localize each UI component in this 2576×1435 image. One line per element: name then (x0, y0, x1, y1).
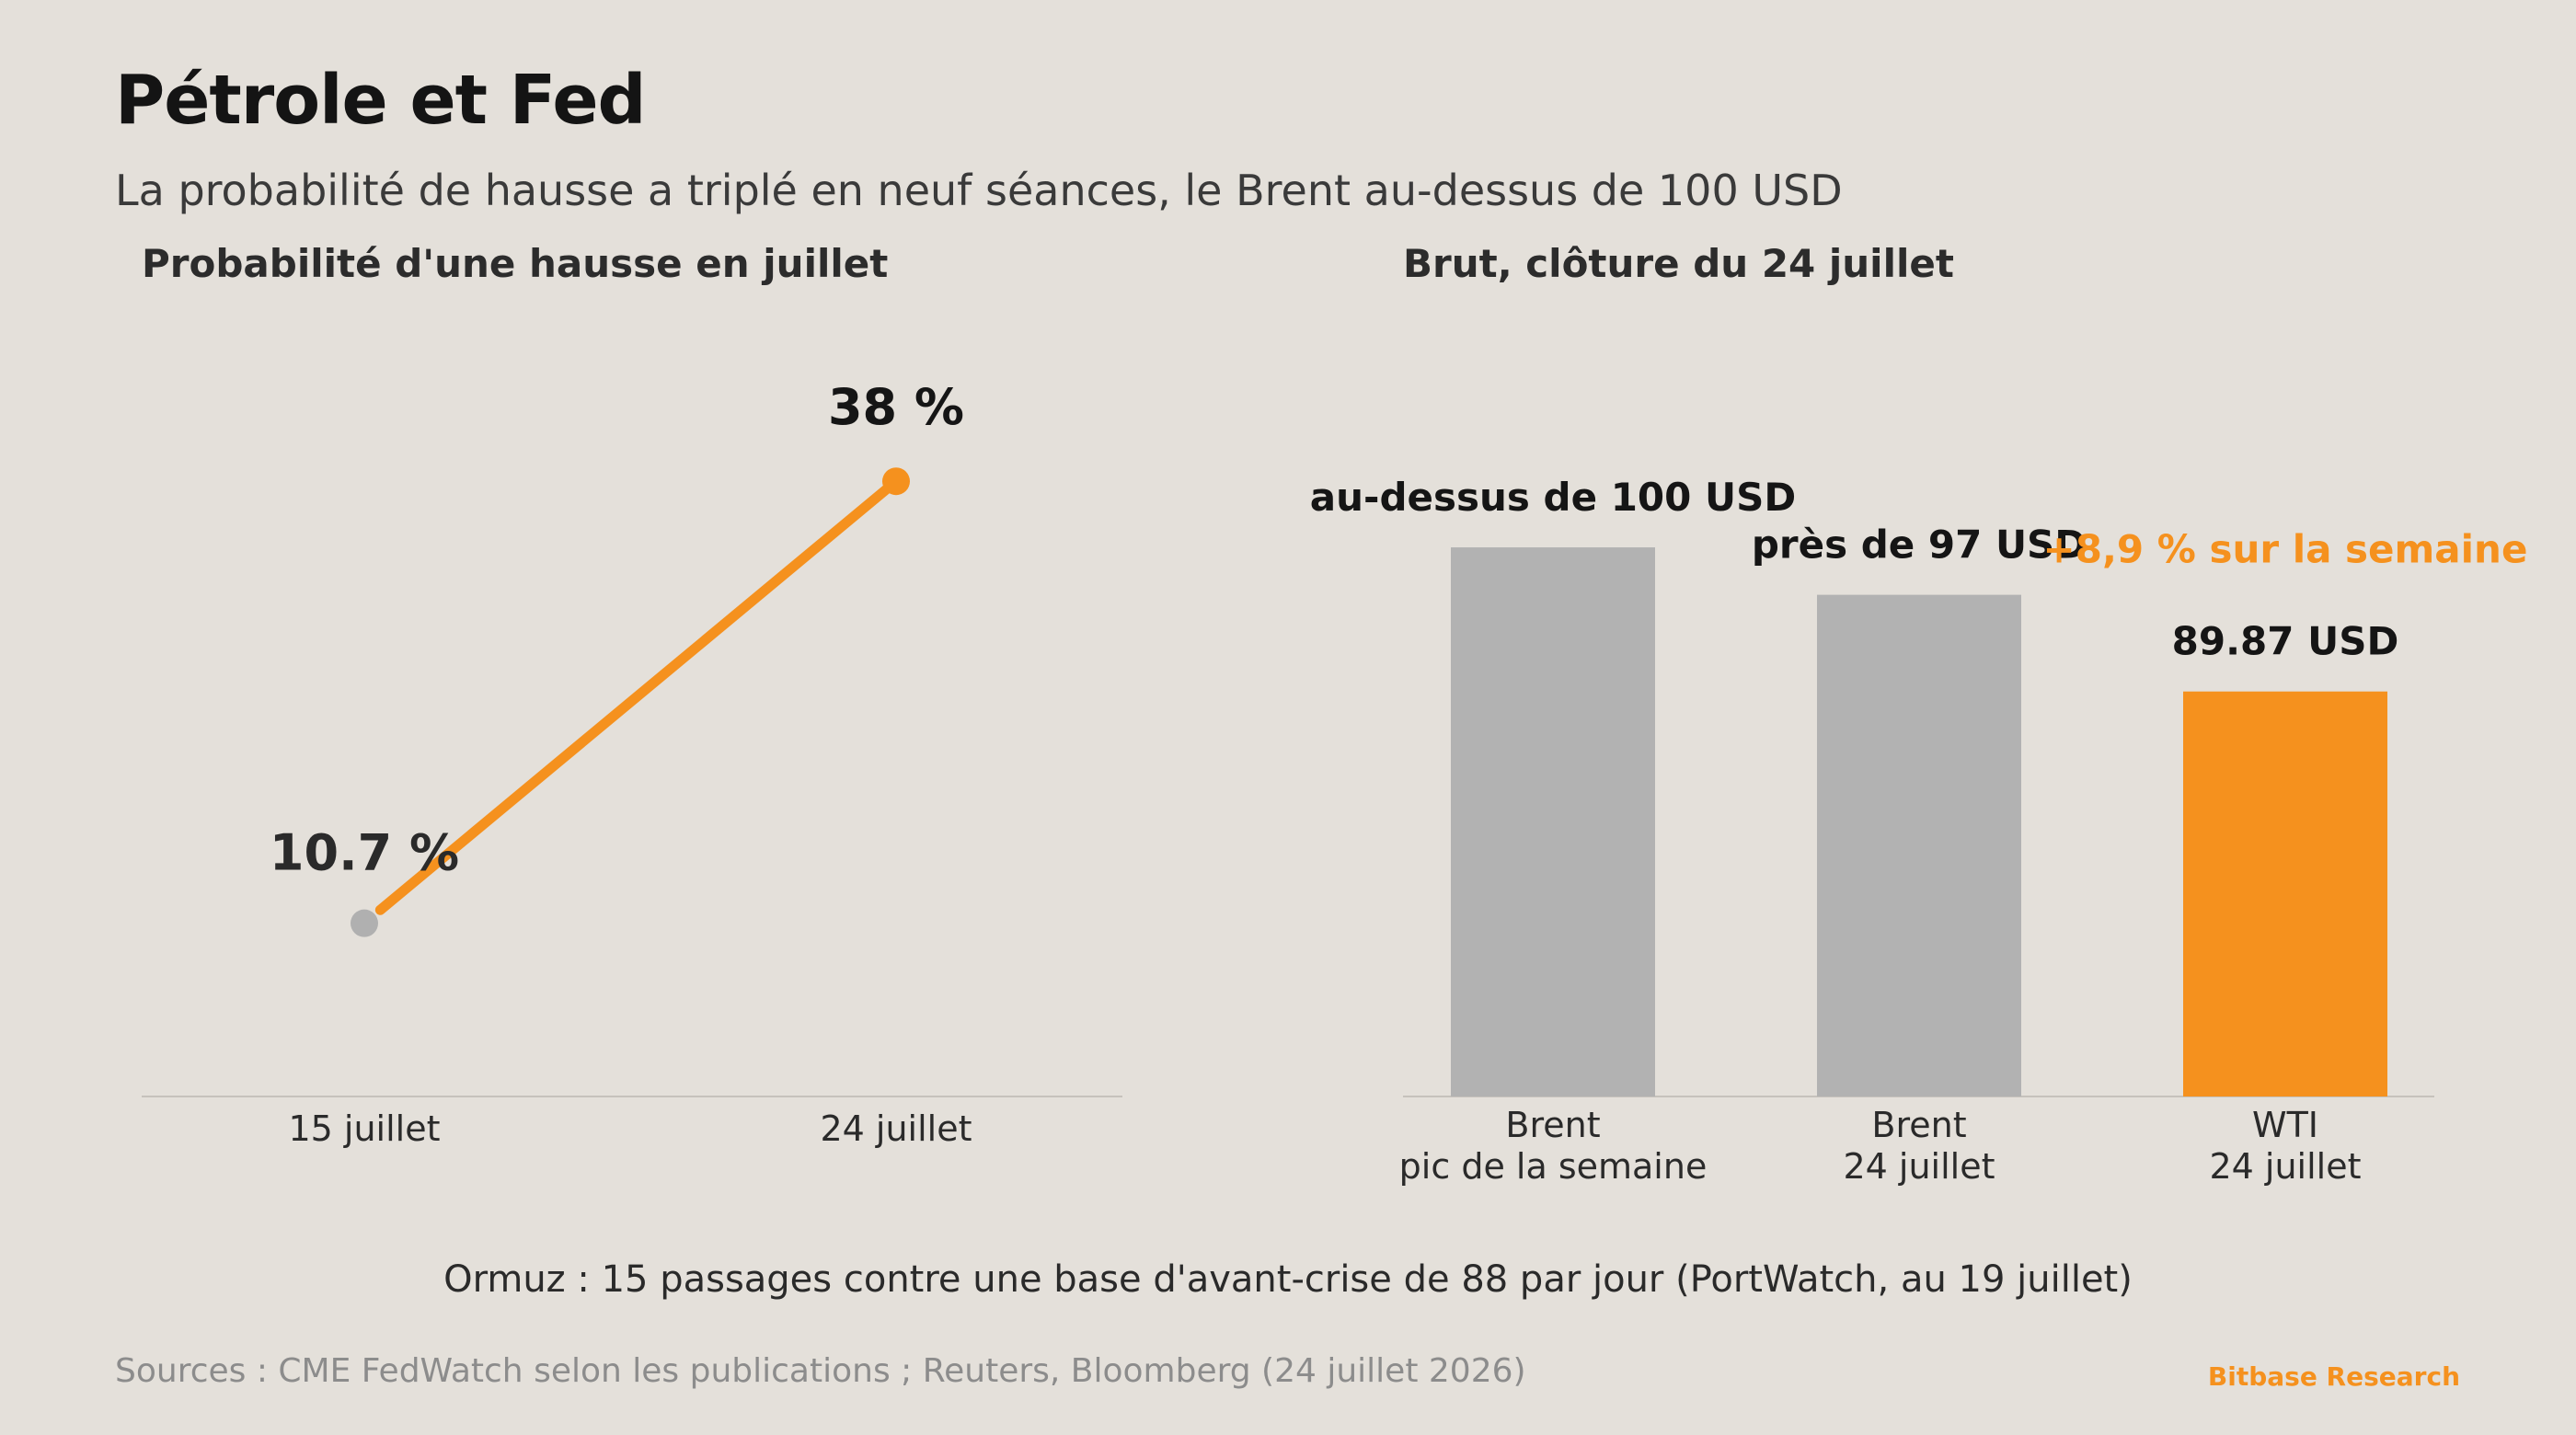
bar-category-line: pic de la semaine (1399, 1146, 1708, 1187)
bar-category-line: WTI (2252, 1105, 2318, 1145)
bar-category-line: 24 juillet (1843, 1146, 1995, 1187)
data-point-15-juillet (351, 909, 378, 937)
sources-text: Sources : CME FedWatch selon les publica… (115, 1352, 1526, 1390)
bar-category-line: 24 juillet (2209, 1146, 2361, 1187)
bar-category-line: Brent (1505, 1105, 1600, 1145)
bar-category-label: Brent pic de la semaine (1399, 1105, 1708, 1187)
brand-label: Bitbase Research (2207, 1361, 2460, 1392)
x-tick-label: 24 juillet (820, 1108, 972, 1149)
hormuz-note: Ormuz : 15 passages contre une base d'av… (443, 1258, 2133, 1301)
bar-value-label: au-dessus de 100 USD (1310, 475, 1796, 520)
page-title: Pétrole et Fed (115, 61, 646, 140)
x-tick-label: 15 juillet (288, 1108, 440, 1149)
bar-value-label: près de 97 USD (1752, 522, 2087, 568)
bar-value-label: 89.87 USD (2172, 619, 2399, 664)
data-label-24-juillet: 38 % (828, 378, 964, 436)
bar-1 (1451, 547, 1655, 1096)
bar-category-label: WTI 24 juillet (2209, 1105, 2361, 1187)
line-chart-title: Probabilité d'une hausse en juillet (142, 241, 889, 286)
bar-3 (2183, 691, 2387, 1096)
weekly-change-annotation: +8,9 % sur la semaine (2043, 527, 2528, 572)
bar-category-line: Brent (1871, 1105, 1966, 1145)
page-subtitle: La probabilité de hausse a triplé en neu… (115, 166, 1843, 215)
bar-2 (1817, 594, 2021, 1096)
bar-category-label: Brent 24 juillet (1843, 1105, 1995, 1187)
data-point-24-juillet (882, 467, 910, 496)
bar-chart-title: Brut, clôture du 24 juillet (1403, 241, 1954, 286)
data-label-15-juillet: 10.7 % (270, 824, 459, 882)
probability-line (374, 476, 902, 915)
